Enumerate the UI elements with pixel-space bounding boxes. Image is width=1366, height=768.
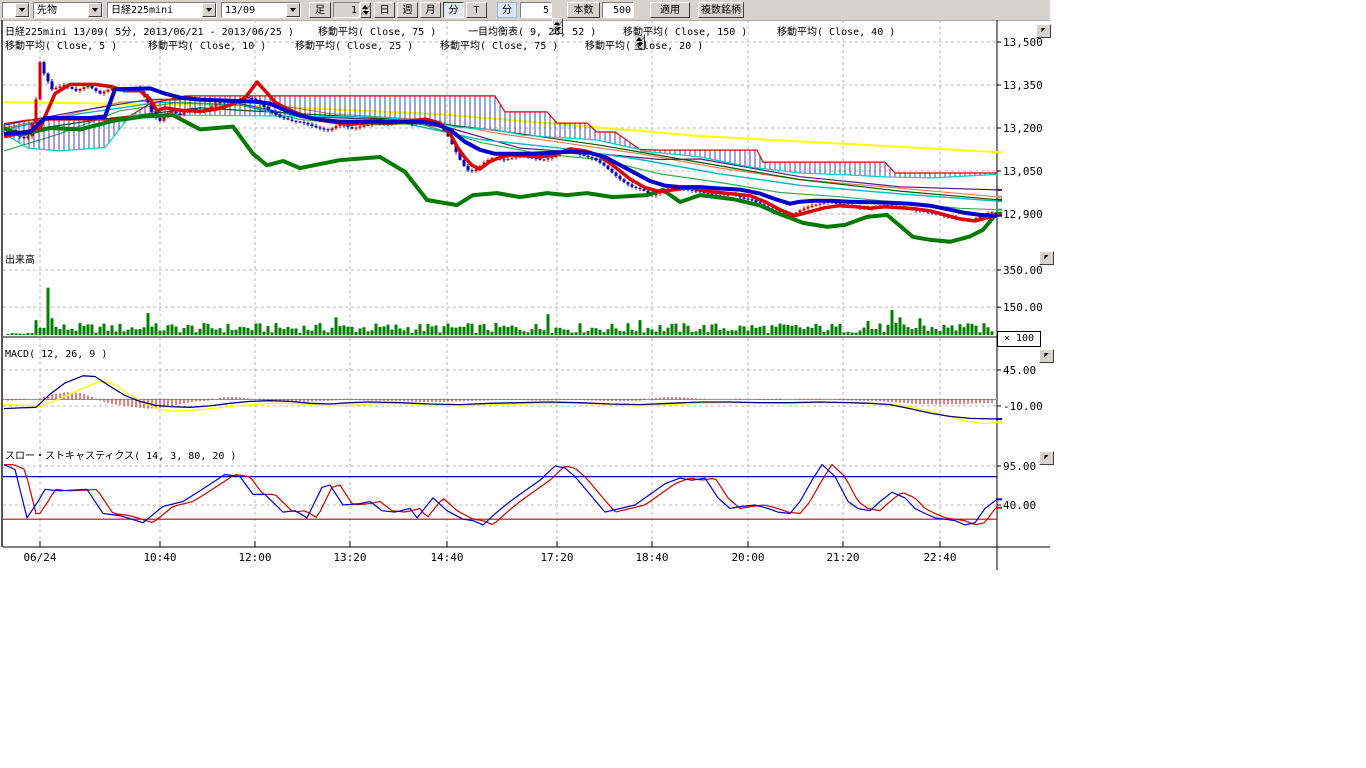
corner-arrow-icon: ◤ — [1044, 351, 1048, 359]
chevron-down-icon[interactable] — [15, 3, 29, 17]
chevron-down-icon[interactable] — [202, 3, 216, 17]
macd-tick-label: 45.00 — [1003, 364, 1036, 377]
price-tick-label: 12,900 — [1003, 208, 1043, 221]
macd-tick-label: -10.00 — [1003, 400, 1043, 413]
stoch-tick-label: 95.00 — [1003, 460, 1036, 473]
minute-value-field[interactable]: 5 — [520, 2, 552, 18]
legend-ma20: 移動平均( Close, 20 ) — [585, 37, 703, 52]
corner-arrow-icon: ◤ — [1044, 253, 1048, 261]
period-tick-button[interactable]: T — [466, 2, 487, 18]
volume-tick-label: 150.00 — [1003, 301, 1043, 314]
volume-panel-expand-button[interactable]: ◤ — [1039, 251, 1054, 265]
count-label: 本数 — [567, 2, 600, 18]
macd-panel-title: MACD( 12, 26, 9 ) — [5, 349, 107, 360]
time-tick-label: 14:40 — [430, 551, 463, 564]
time-tick-label: 12:00 — [238, 551, 271, 564]
price-tick-label: 13,200 — [1003, 122, 1043, 135]
instrument-value: 日経225mini — [108, 3, 202, 17]
legend-ma40: 移動平均( Close, 40 ) — [777, 23, 895, 38]
mini-combobox-value — [3, 3, 15, 17]
stoch-tick-label: 40.00 — [1003, 499, 1036, 512]
volume-multiplier-badge: × 100 — [997, 331, 1041, 347]
stoch-panel-title: スロー・ストキャスティクス( 14, 3, 80, 20 ) — [5, 447, 236, 462]
time-tick-label: 13:20 — [333, 551, 366, 564]
main-panel-expand-button[interactable]: ◤ — [1036, 24, 1051, 38]
volume-panel-title: 出来高 — [5, 251, 35, 266]
contract-month-value: 13/09 — [222, 3, 286, 17]
toolbar: 先物 日経225mini 13/09 足 1 日 週 月 分 T 分 5 本数 … — [0, 0, 1050, 21]
time-tick-label: 20:00 — [731, 551, 764, 564]
price-tick-label: 13,350 — [1003, 79, 1043, 92]
corner-arrow-icon: ◤ — [1041, 26, 1045, 34]
volume-tick-label: 350.00 — [1003, 264, 1043, 277]
instrument-type-combobox[interactable]: 先物 — [33, 2, 103, 18]
time-tick-label: 06/24 — [23, 551, 56, 564]
count-value-field[interactable]: 500 — [602, 2, 634, 18]
legend-ma75: 移動平均( Close, 75 ) — [318, 23, 436, 38]
bar-interval-field[interactable]: 1 — [333, 2, 360, 18]
bar-type-button[interactable]: 足 — [309, 2, 331, 18]
chart-canvas[interactable]: 06/24 10:40 12:00 13:20 14:40 17:20 18:40 20:00… — [0, 20, 1050, 570]
legend-symbol: 日経225mini 13/09( 5分, 2013/06/21 - 2013/0… — [5, 23, 294, 38]
stoch-panel-expand-button[interactable]: ◤ — [1039, 451, 1054, 465]
legend-ichimoku: 一目均衡表( 9, 26, 52 ) — [468, 23, 596, 38]
chart-plot: 06/24 10:40 12:00 13:20 14:40 17:20 18:40 20:00… — [0, 20, 1050, 570]
chart-window: 先物 日経225mini 13/09 足 1 日 週 月 分 T 分 5 本数 … — [0, 0, 1050, 570]
period-month-button[interactable]: 月 — [420, 2, 441, 18]
time-tick-label: 22:40 — [923, 551, 956, 564]
legend-ma5: 移動平均( Close, 5 ) — [5, 37, 117, 52]
apply-button[interactable]: 適用 — [650, 2, 690, 18]
multi-symbol-button[interactable]: 複数銘柄 — [698, 2, 744, 18]
legend-ma10: 移動平均( Close, 10 ) — [148, 37, 266, 52]
legend-ma75b: 移動平均( Close, 75 ) — [440, 37, 558, 52]
legend-ma150: 移動平均( Close, 150 ) — [623, 23, 747, 38]
instrument-combobox[interactable]: 日経225mini — [107, 2, 217, 18]
period-week-button[interactable]: 週 — [397, 2, 418, 18]
corner-arrow-icon: ◤ — [1044, 453, 1048, 461]
period-day-button[interactable]: 日 — [374, 2, 395, 18]
mini-combobox[interactable] — [2, 2, 30, 18]
period-minute-button[interactable]: 分 — [443, 2, 464, 18]
time-tick-label: 18:40 — [635, 551, 668, 564]
legend-ma25: 移動平均( Close, 25 ) — [295, 37, 413, 52]
contract-month-combobox[interactable]: 13/09 — [221, 2, 301, 18]
price-tick-label: 13,050 — [1003, 165, 1043, 178]
minute-label: 分 — [497, 2, 517, 18]
time-tick-label: 21:20 — [826, 551, 859, 564]
instrument-type-value: 先物 — [34, 3, 88, 17]
time-tick-label: 17:20 — [540, 551, 573, 564]
bar-interval-spinner[interactable] — [360, 2, 371, 18]
macd-panel-expand-button[interactable]: ◤ — [1039, 349, 1054, 363]
time-tick-label: 10:40 — [143, 551, 176, 564]
chevron-down-icon[interactable] — [88, 3, 102, 17]
chevron-down-icon[interactable] — [286, 3, 300, 17]
